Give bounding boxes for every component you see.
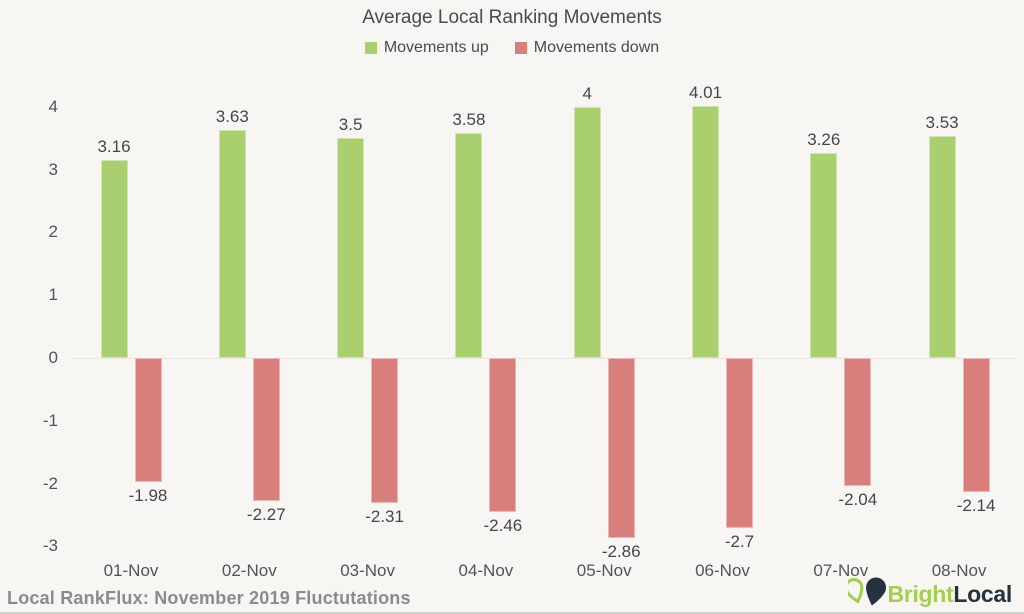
legend-item-movements-up[interactable]: Movements up: [364, 39, 489, 57]
y-tick-label: 3: [48, 159, 58, 179]
legend-label-up: Movements up: [383, 39, 489, 56]
logo-text-bright: Bright: [887, 580, 954, 607]
logo-text-local: Local: [953, 580, 1012, 607]
bar-movements-up: [928, 136, 956, 358]
bar-movements-up: [810, 153, 838, 358]
x-tick-label: 02-Nov: [221, 561, 277, 580]
y-tick-label: -1: [42, 410, 58, 430]
map-pins-icon: [847, 577, 886, 606]
bar-value-label-down: -2.27: [246, 504, 286, 524]
logo-wordmark: BrightLocal: [888, 581, 1013, 608]
source-caption: Local RankFlux: November 2019 Fluctutati…: [7, 588, 411, 608]
bar-movements-down: [962, 358, 990, 493]
bar-value-label-down: -1.98: [128, 486, 168, 506]
bar-movements-up: [337, 138, 365, 358]
x-tick-label: 05-Nov: [576, 561, 632, 580]
bar-movements-up: [692, 106, 719, 358]
bar-movements-up: [455, 133, 483, 358]
bar-movements-down: [607, 358, 635, 538]
bar-value-label-up: 3.16: [97, 136, 131, 156]
bar-value-label-down: -2.86: [601, 541, 641, 561]
bar-movements-down: [134, 358, 162, 483]
bar-value-label-down: -2.14: [956, 496, 996, 516]
x-tick-label: 01-Nov: [103, 561, 159, 580]
bar-movements-down: [371, 358, 399, 504]
y-tick-label: -2: [42, 473, 58, 493]
legend: Movements up Movements down: [0, 37, 1024, 59]
y-tick-label: -3: [42, 536, 58, 556]
legend-swatch-down: [514, 42, 527, 54]
bar-movements-up: [573, 106, 601, 358]
legend-swatch-up: [364, 42, 377, 54]
bar-movements-down: [844, 358, 872, 487]
y-tick-label: 4: [48, 96, 58, 116]
x-tick-label: 06-Nov: [695, 561, 750, 580]
bottom-border: [0, 612, 1024, 614]
bar-movements-down: [489, 358, 517, 513]
bar-value-label-down: -2.7: [724, 531, 755, 551]
x-tick-label: 04-Nov: [458, 561, 514, 580]
bar-value-label-down: -2.31: [365, 507, 404, 527]
pin-outline: [847, 578, 863, 604]
bar-value-label-down: -2.46: [483, 516, 523, 536]
y-tick-label: 2: [48, 222, 58, 242]
bar-movements-down: [252, 358, 280, 501]
bar-value-label-up: 3.26: [807, 130, 841, 150]
bar-movements-up: [100, 159, 128, 358]
bar-value-label-up: 4.01: [688, 83, 723, 103]
bar-value-label-down: -2.04: [838, 490, 878, 510]
x-tick-label: 03-Nov: [340, 561, 395, 580]
y-tick-label: 1: [48, 285, 58, 305]
y-tick-label: 0: [48, 348, 58, 367]
bar-value-label-up: 4: [582, 83, 592, 103]
legend-label-down: Movements down: [533, 39, 660, 56]
bar-value-label-up: 3.58: [452, 110, 486, 130]
bar-movements-down: [726, 358, 753, 528]
bar-value-label-up: 3.5: [338, 115, 363, 135]
bar-movements-up: [218, 130, 246, 358]
brightlocal-logo: BrightLocal: [847, 576, 1013, 612]
pin-solid: [865, 577, 886, 606]
bar-value-label-up: 3.53: [925, 113, 959, 133]
bar-value-label-up: 3.63: [215, 107, 249, 127]
chart-title: Average Local Ranking Movements: [362, 7, 662, 28]
zero-axis-line: [72, 358, 1016, 359]
x-tick-label: 08-Nov: [931, 561, 987, 580]
legend-item-movements-down[interactable]: Movements down: [514, 39, 660, 57]
x-tick-label: 07-Nov: [813, 561, 869, 580]
